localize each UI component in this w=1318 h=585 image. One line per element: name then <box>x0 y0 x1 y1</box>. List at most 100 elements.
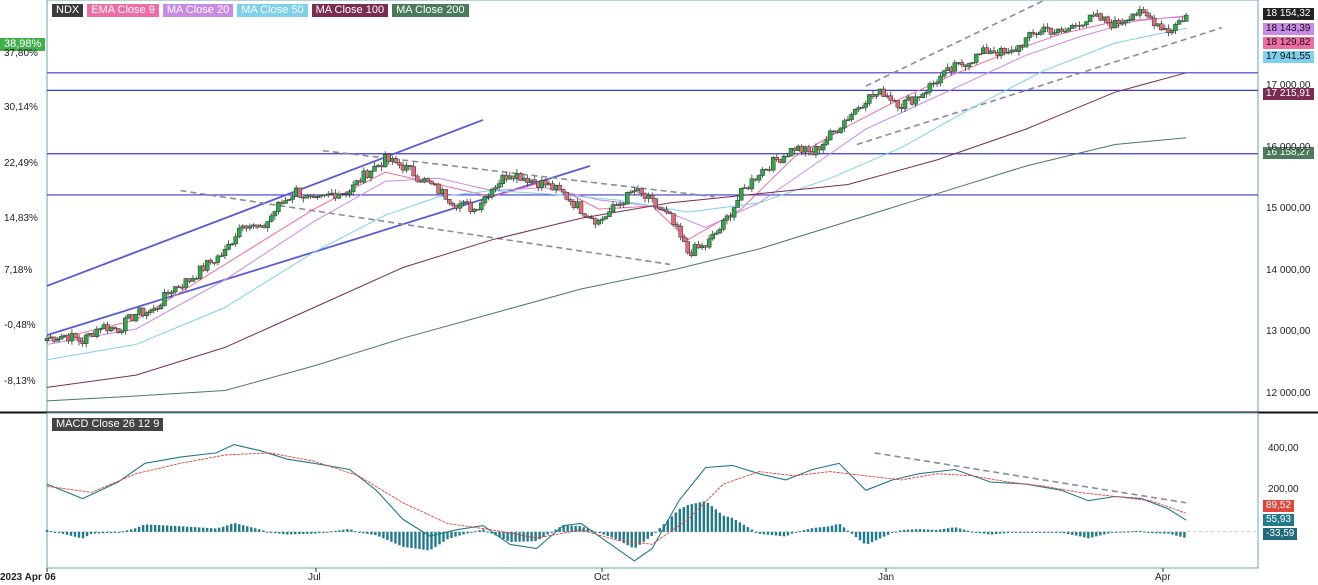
macd-hist-bar <box>1163 531 1166 534</box>
candle-body <box>938 75 943 84</box>
candle-body <box>180 286 185 289</box>
macd-hist-bar <box>426 531 429 551</box>
candle-body <box>393 157 399 163</box>
macd-hist-bar <box>1179 531 1182 537</box>
candle-body <box>215 255 221 263</box>
candle-body <box>827 130 833 141</box>
macd-hist-bar <box>346 529 349 532</box>
legend-item[interactable]: MA Close 200 <box>392 4 469 17</box>
legend-item[interactable]: MA Close 50 <box>237 4 308 17</box>
candle-body <box>543 180 548 186</box>
macd-hist-bar <box>330 531 333 533</box>
candle-body <box>813 146 819 156</box>
candle-body <box>411 166 416 177</box>
macd-hist-bar <box>1183 531 1186 538</box>
macd-hist-bar <box>510 531 513 542</box>
macd-hist-bar <box>858 531 862 541</box>
macd-hist-bar <box>234 523 237 532</box>
macd-hist-bar <box>582 527 585 532</box>
candle-body <box>76 337 82 342</box>
candle-body <box>108 326 114 332</box>
macd-hist-bar <box>1139 530 1142 532</box>
candle-body <box>425 178 431 182</box>
legend-item[interactable]: MA Close 100 <box>311 4 389 17</box>
legend-item[interactable]: MA Close 20 <box>162 4 234 17</box>
candle-body <box>852 109 858 115</box>
macd-hist-bar <box>474 531 477 533</box>
candle-body <box>632 190 637 193</box>
macd-hist-bar <box>161 525 165 532</box>
candle-body <box>1159 23 1164 30</box>
macd-hist-bar <box>738 522 742 532</box>
price-tick-label: 14 000,00 <box>1266 264 1311 276</box>
macd-hist-bar <box>177 526 181 532</box>
legend-item[interactable]: EMA Close 9 <box>87 4 159 17</box>
macd-hist-bar <box>554 529 557 532</box>
macd-hist-bar <box>954 527 958 532</box>
macd-tick-label: 200,00 <box>1268 484 1299 496</box>
macd-hist-bar <box>430 531 433 550</box>
macd-hist-bar <box>834 524 838 532</box>
legend-item[interactable]: NDX <box>52 4 84 17</box>
candle-body <box>842 120 847 129</box>
ma-line-ema-close-9 <box>46 16 1187 342</box>
macd-hist-bar <box>586 528 589 532</box>
macd-hist-bar <box>1147 531 1150 533</box>
macd-hist-bar <box>942 528 946 532</box>
macd-hist-bar <box>526 531 529 542</box>
macd-hist-bar <box>854 531 858 538</box>
macd-hist-bar <box>802 530 806 532</box>
macd-hist-bar <box>650 531 653 536</box>
macd-hist-bar <box>1175 531 1178 536</box>
macd-hist-bar <box>606 531 609 537</box>
macd-hist-bar <box>169 525 173 532</box>
candle-body <box>756 175 762 181</box>
macd-hist-bar <box>350 529 353 532</box>
macd-hist-bar <box>598 531 601 534</box>
macd-hist-bar <box>334 530 337 532</box>
macd-hist-bar <box>173 525 177 532</box>
macd-hist-bar <box>290 531 293 535</box>
candle-body <box>1130 13 1136 20</box>
macd-hist-bar <box>846 530 850 532</box>
macd-hist-bar <box>250 527 253 532</box>
macd-hist-bar <box>790 531 794 534</box>
candle-body <box>1144 12 1150 17</box>
macd-hist-bar <box>914 529 918 532</box>
macd-tag-signal: 89,52 <box>1263 500 1295 512</box>
candle-body <box>468 202 473 213</box>
candle-body <box>518 173 523 181</box>
macd-hist-bar <box>542 531 545 537</box>
macd-hist-bar <box>518 531 521 542</box>
candle-body <box>838 127 844 133</box>
macd-hist-bar <box>73 531 77 537</box>
macd-hist-bar <box>1059 531 1062 533</box>
candle-body <box>169 291 174 295</box>
candle-body <box>1041 26 1047 33</box>
macd-hist-bar <box>1131 531 1134 533</box>
candle-body <box>272 211 278 217</box>
candle-body <box>123 317 128 332</box>
macd-hist-bar <box>958 528 962 532</box>
macd-hist-bar <box>93 531 97 534</box>
candle-body <box>1048 27 1054 35</box>
candle-body <box>1037 31 1043 35</box>
macd-hist-bar <box>938 529 942 532</box>
candle-body <box>824 139 829 145</box>
candle-body <box>155 308 160 310</box>
macd-hist-bar <box>454 531 457 537</box>
macd-hist-bar <box>418 531 421 550</box>
macd-hist-bar <box>434 531 437 547</box>
macd-hist-bar <box>230 523 233 532</box>
macd-hist-bar <box>121 531 125 533</box>
candle-body <box>1002 47 1007 54</box>
price-tag-ma50: 17 941,55 <box>1263 51 1314 63</box>
macd-hist-bar <box>878 531 882 539</box>
percent-tick-label: 30,14% <box>4 102 38 113</box>
macd-hist-bar <box>486 531 489 533</box>
macd-hist-bar <box>266 531 269 533</box>
candle-body <box>788 148 794 157</box>
macd-hist-bar <box>670 516 673 532</box>
macd-hist-bar <box>726 516 730 532</box>
macd-hist-bar <box>354 531 357 533</box>
